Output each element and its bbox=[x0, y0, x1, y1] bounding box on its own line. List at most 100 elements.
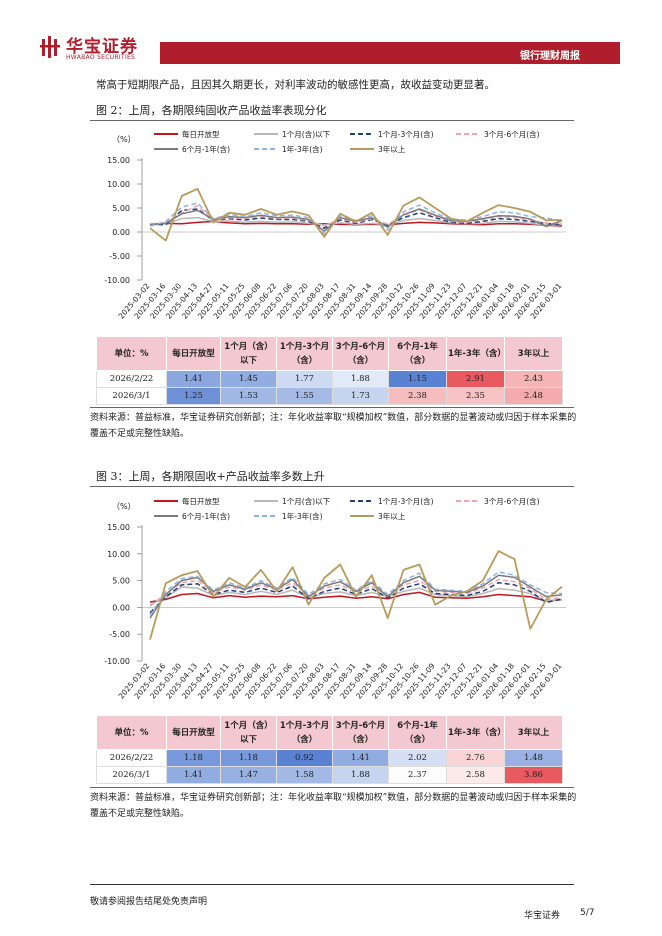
table-cell: 1.45 bbox=[220, 370, 277, 388]
report-type-label: 银行理财周报 bbox=[520, 51, 580, 62]
page-header: 华宝证券 HWABAO SECURITIES 银行理财周报 bbox=[0, 0, 662, 70]
y-tick-label: 15.00 bbox=[107, 156, 130, 165]
table-row: 2026/3/1 1.25 1.53 1.55 1.73 2.38 2.35 2.48 bbox=[96, 387, 563, 405]
table-row: 2026/2/22 1.18 1.18 0.92 1.41 2.02 2.76 1.48 bbox=[96, 749, 563, 767]
table-row-label: 2026/2/22 bbox=[96, 749, 167, 767]
table-header-cell: 每日开放型 bbox=[166, 336, 221, 371]
y-tick-label: 15.00 bbox=[107, 523, 130, 532]
table-cell: 3.86 bbox=[504, 766, 563, 784]
table-cell: 2.38 bbox=[388, 387, 447, 405]
series-line bbox=[149, 187, 563, 242]
y-tick-label: -5.00 bbox=[109, 252, 130, 261]
legend-label: 1个月(含)以下 bbox=[282, 129, 331, 139]
figure-2-source-note: 资料来源：普益标准，华宝证券研究创新部；注：年化收益率取“规模加权”数值，部分数… bbox=[90, 413, 577, 439]
legend-label: 1个月(含)以下 bbox=[282, 496, 331, 506]
table-header-row: 单位：% 每日开放型 1个月（含）以下 1个月-3个月（含） 3个月-6个月（含） 6个月… bbox=[96, 336, 563, 371]
y-unit-label: （%） bbox=[112, 502, 136, 511]
y-tick-label: 5.00 bbox=[112, 204, 130, 213]
y-tick-label: 0.00 bbox=[112, 228, 130, 237]
brand-name-cn: 华宝证券 bbox=[66, 36, 138, 57]
table-header-cell: 3年以上 bbox=[504, 336, 563, 371]
table-cell: 1.88 bbox=[332, 766, 389, 784]
series-line bbox=[149, 571, 563, 616]
footer-disclaimer: 敬请参阅报告结尾处免责声明 bbox=[90, 897, 208, 907]
table-header-row: 单位：% 每日开放型 1个月（含）以下 1个月-3个月（含） 3个月-6个月（含） 6个月… bbox=[96, 715, 563, 750]
table-header-cell: 1个月-3个月（含） bbox=[276, 336, 333, 371]
legend-label: 6个月-1年(含) bbox=[182, 144, 230, 154]
legend-label: 每日开放型 bbox=[182, 129, 220, 139]
brand-logo: 华宝证券 HWABAO SECURITIES bbox=[40, 36, 138, 61]
y-unit-label: （%） bbox=[112, 135, 136, 144]
table-header-cell: 3年以上 bbox=[504, 715, 563, 750]
table-header-cell: 单位：% bbox=[96, 336, 167, 371]
legend-label: 每日开放型 bbox=[182, 496, 220, 506]
table-cell: 2.91 bbox=[446, 370, 505, 388]
table-header-cell: 1年-3年（含） bbox=[446, 715, 506, 750]
table-cell: 0.92 bbox=[276, 749, 333, 767]
table-cell: 1.18 bbox=[220, 749, 277, 767]
table-cell: 1.55 bbox=[276, 387, 333, 405]
table-cell: 1.77 bbox=[276, 370, 333, 388]
figure-2-chart: （%） 每日开放型 1个月(含)以下 1个月-3个月(含) 3个月-6个月(含) 6个月-… bbox=[90, 122, 580, 334]
header-red-bar: 银行理财周报 bbox=[160, 42, 620, 64]
table-cell: 1.25 bbox=[166, 387, 221, 405]
table-cell: 2.02 bbox=[388, 749, 447, 767]
legend-label: 3个月-6个月(含) bbox=[484, 496, 540, 506]
figure-2-table: 单位：% 每日开放型 1个月（含）以下 1个月-3个月（含） 3个月-6个月（含） 6个月… bbox=[96, 336, 563, 405]
table-cell: 2.76 bbox=[446, 749, 505, 767]
legend-label: 1个月-3个月(含) bbox=[378, 129, 434, 139]
footer-rule bbox=[90, 884, 574, 885]
table-header-cell: 1个月（含）以下 bbox=[220, 336, 277, 371]
table-cell: 2.43 bbox=[504, 370, 563, 388]
table-cell: 1.41 bbox=[166, 766, 221, 784]
legend-label: 3年以上 bbox=[378, 144, 406, 154]
table-cell: 1.58 bbox=[276, 766, 333, 784]
table-header-cell: 3个月-6个月（含） bbox=[332, 715, 389, 750]
legend-label: 3个月-6个月(含) bbox=[484, 129, 540, 139]
table-cell: 1.18 bbox=[166, 749, 221, 767]
y-tick-label: -10.00 bbox=[104, 276, 130, 285]
figure-2-chart-svg: （%） 每日开放型 1个月(含)以下 1个月-3个月(含) 3个月-6个月(含) 6个月-… bbox=[104, 129, 566, 321]
brand-name-en: HWABAO SECURITIES bbox=[66, 54, 136, 61]
table-row-label: 2026/3/1 bbox=[96, 387, 167, 405]
intro-paragraph: 常高于短期限产品，且因其久期更长，对利率波动的敏感性更高，故收益变动更显著。 bbox=[96, 79, 495, 91]
table-cell: 2.58 bbox=[446, 766, 505, 784]
y-tick-label: -5.00 bbox=[109, 630, 130, 639]
series-line bbox=[149, 204, 563, 227]
figure-3-title: 图 3：上周，各期限固收+产品收益率多数上升 bbox=[96, 470, 325, 483]
table-header-cell: 1年-3年（含） bbox=[446, 336, 506, 371]
figure-3-chart-svg: （%） 每日开放型 1个月(含)以下 1个月-3个月(含) 3个月-6个月(含) 6个月-… bbox=[104, 496, 566, 701]
table-header-cell: 3个月-6个月（含） bbox=[332, 336, 389, 371]
legend-label: 1年-3年(含) bbox=[282, 511, 323, 521]
table-header-cell: 单位：% bbox=[96, 715, 167, 750]
series-line bbox=[149, 591, 563, 603]
figure-3-top-rule bbox=[90, 486, 574, 487]
table-header-cell: 6个月-1年（含） bbox=[388, 336, 447, 371]
series-line bbox=[149, 550, 563, 640]
legend-label: 6个月-1年(含) bbox=[182, 511, 230, 521]
legend-label: 1个月-3个月(含) bbox=[378, 496, 434, 506]
table-header-cell: 1个月（含）以下 bbox=[220, 715, 277, 750]
table-cell: 2.48 bbox=[504, 387, 563, 405]
table-cell: 2.35 bbox=[446, 387, 505, 405]
table-cell: 1.73 bbox=[332, 387, 389, 405]
footer-brand: 华宝证券 bbox=[524, 911, 561, 921]
y-tick-label: 10.00 bbox=[107, 180, 130, 189]
table-row-label: 2026/2/22 bbox=[96, 370, 167, 388]
table-header-cell: 1个月-3个月（含） bbox=[276, 715, 333, 750]
figure-2-bottom-rule bbox=[90, 407, 574, 408]
figure-3-source-note: 资料来源：普益标准，华宝证券研究创新部；注：年化收益率取“规模加权”数值，部分数… bbox=[90, 793, 577, 819]
table-cell: 1.41 bbox=[166, 370, 221, 388]
figure-3-table: 单位：% 每日开放型 1个月（含）以下 1个月-3个月（含） 3个月-6个月（含） 6个月… bbox=[96, 715, 563, 784]
y-tick-label: -10.00 bbox=[104, 657, 130, 666]
legend-label: 1年-3年(含) bbox=[282, 144, 323, 154]
legend-label: 3年以上 bbox=[378, 511, 406, 521]
series-line bbox=[149, 208, 563, 229]
page-number: 5/7 bbox=[580, 908, 595, 918]
table-row: 2026/3/1 1.41 1.47 1.58 1.88 2.37 2.58 3.86 bbox=[96, 766, 563, 784]
figure-3-chart: （%） 每日开放型 1个月(含)以下 1个月-3个月(含) 3个月-6个月(含) 6个月-… bbox=[90, 489, 580, 711]
series-line bbox=[149, 581, 563, 614]
series-line bbox=[149, 216, 563, 226]
table-row: 2026/2/22 1.41 1.45 1.77 1.88 1.15 2.91 2.43 bbox=[96, 370, 563, 388]
table-cell: 1.41 bbox=[332, 749, 389, 767]
